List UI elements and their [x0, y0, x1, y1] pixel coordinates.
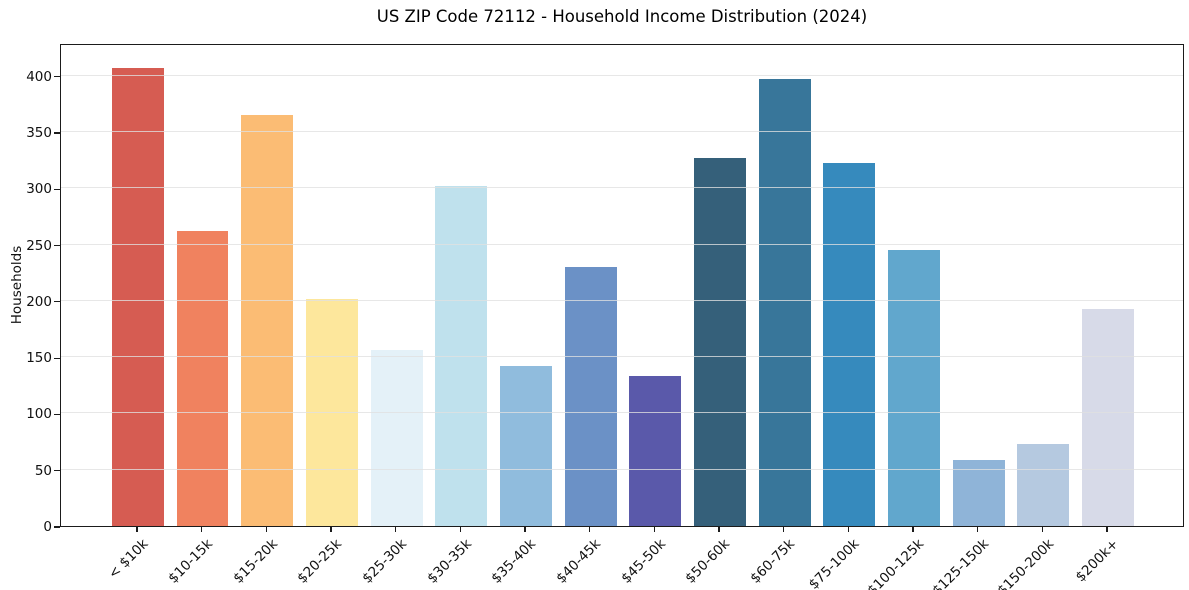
- x-tick-mark: [524, 527, 526, 532]
- x-tick-mark: [783, 527, 785, 532]
- y-tick-label: 250: [26, 237, 52, 254]
- x-tick-label: $25-30k: [359, 536, 410, 587]
- bar-$25-30k: [370, 350, 423, 526]
- gridline: [61, 243, 1183, 245]
- gridline: [61, 187, 1183, 189]
- x-tick-label: $45-50k: [617, 536, 669, 587]
- x-tick-mark: [912, 527, 914, 532]
- bar-$100-125k: [888, 250, 940, 526]
- bar-$20-25k: [306, 298, 358, 526]
- x-tick-mark: [265, 527, 267, 532]
- bar-$200k+: [1082, 308, 1134, 526]
- y-tick-label: 200: [26, 293, 52, 310]
- x-tick-mark: [718, 527, 720, 532]
- gridline: [61, 74, 1183, 76]
- y-tick-mark: [54, 413, 60, 415]
- y-tick-label: 0: [43, 519, 52, 535]
- bar-$15-20k: [241, 115, 294, 526]
- gridline: [61, 356, 1183, 358]
- x-tick-label: $75-100k: [805, 536, 863, 590]
- y-tick-mark: [54, 244, 60, 247]
- x-tick-label: < $10k: [105, 536, 152, 583]
- bar-$150-200k: [1017, 443, 1070, 526]
- x-tick-mark: [395, 527, 397, 532]
- y-tick-label: 300: [26, 181, 52, 198]
- gridline: [61, 130, 1183, 132]
- y-tick-mark: [54, 357, 60, 359]
- x-tick-label: $50-60k: [682, 536, 734, 587]
- y-tick-label: 350: [26, 124, 52, 141]
- x-tick-mark: [977, 527, 979, 532]
- gridline: [61, 412, 1183, 414]
- x-tick-mark: [330, 527, 332, 532]
- y-tick-label: 50: [34, 462, 52, 479]
- plot-area: [60, 44, 1184, 527]
- x-tick-mark: [459, 527, 461, 532]
- bar-$50-60k: [694, 157, 746, 526]
- y-axis-label: Households: [9, 245, 25, 325]
- x-tick-mark: [653, 527, 655, 532]
- x-tick-mark: [1106, 527, 1108, 532]
- y-tick-mark: [54, 470, 60, 472]
- bar-< $10k: [112, 67, 164, 526]
- y-tick-mark: [54, 76, 60, 78]
- x-tick-label: $30-35k: [423, 536, 475, 587]
- y-tick-label: 100: [26, 406, 52, 423]
- bar-$10-15k: [176, 231, 229, 526]
- x-tick-mark: [589, 527, 591, 532]
- x-tick-mark: [136, 527, 138, 532]
- y-tick-mark: [54, 188, 60, 190]
- bar-$75-100k: [823, 163, 876, 526]
- x-tick-label: $150-200k: [993, 536, 1057, 590]
- y-tick-mark: [54, 301, 60, 303]
- x-tick-mark: [847, 527, 849, 532]
- x-tick-mark: [1041, 527, 1043, 532]
- x-tick-label: $200k+: [1072, 536, 1122, 586]
- bar-$35-40k: [500, 366, 552, 526]
- x-tick-label: $60-75k: [747, 536, 799, 587]
- x-tick-label: $100-125k: [864, 536, 928, 590]
- bar-$45-50k: [629, 376, 682, 526]
- x-tick-label: $20-25k: [294, 536, 346, 587]
- y-tick-mark: [54, 526, 60, 528]
- x-tick-label: $125-150k: [929, 536, 993, 590]
- x-tick-label: $35-40k: [488, 536, 540, 587]
- x-tick-label: $40-45k: [553, 536, 604, 587]
- y-tick-label: 150: [26, 350, 52, 367]
- gridline: [61, 468, 1183, 470]
- bar-$40-45k: [564, 267, 617, 526]
- chart-title: US ZIP Code 72112 - Household Income Dis…: [376, 7, 868, 26]
- x-tick-label: $15-20k: [229, 536, 281, 587]
- x-tick-label: $10-15k: [165, 536, 216, 587]
- bar-$60-75k: [758, 79, 811, 526]
- y-tick-mark: [54, 132, 60, 134]
- y-tick-label: 400: [26, 68, 52, 85]
- bar-$125-150k: [952, 459, 1005, 526]
- gridline: [61, 299, 1183, 301]
- x-tick-mark: [201, 527, 203, 532]
